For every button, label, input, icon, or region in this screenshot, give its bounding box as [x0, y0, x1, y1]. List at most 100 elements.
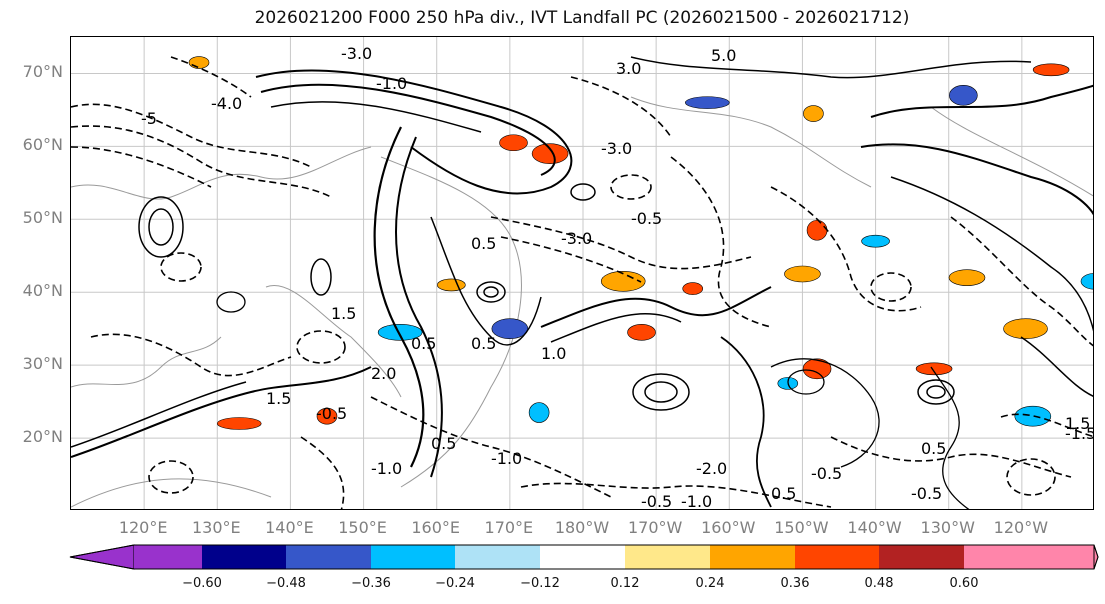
shading-blob: [1032, 63, 1070, 77]
shading-blob: [528, 402, 550, 423]
colorbar-tick-label: −0.24: [435, 576, 475, 591]
shading-blob: [915, 362, 953, 376]
lon-label: 160°W: [701, 518, 756, 537]
contour-label: -0.5: [631, 209, 662, 228]
dashed-contour: [500, 236, 642, 283]
divergence-shading: [188, 56, 1093, 430]
shading-blob: [802, 358, 832, 380]
dashed-contour: [90, 333, 292, 377]
lon-label: 120°W: [993, 518, 1049, 537]
lon-label: 140°E: [265, 518, 314, 537]
lat-label: 60°N: [22, 135, 63, 155]
lat-label: 50°N: [22, 208, 63, 228]
colorbar-segment: [625, 545, 710, 569]
contour-label: 1.5: [1065, 414, 1090, 433]
shading-blob: [806, 219, 828, 241]
contour-label: -3.0: [341, 44, 372, 63]
lon-label: 150°E: [338, 518, 387, 537]
colorbar: [69, 544, 1099, 570]
dashed-contour: [520, 482, 832, 508]
contour-label: 2.0: [371, 364, 396, 383]
solid-contour: [395, 136, 443, 478]
colorbar-segment: [202, 545, 286, 569]
colorbar-extend-min: [69, 544, 135, 570]
shading-blob: [188, 56, 210, 69]
lon-label: 170°W: [627, 518, 683, 537]
contour-label: -0.5: [316, 404, 347, 423]
dashed-contour: [830, 436, 1072, 478]
contour-label: -1.0: [491, 449, 522, 468]
contour-label: -3.0: [601, 139, 632, 158]
lat-label: 70°N: [22, 62, 63, 82]
map-panel: 5.0 -3.0 -1.0 3.0 -4.0 -5 -3.0 -0.5 2.0 1.5 -0.5 1.…: [70, 36, 1094, 510]
contour-label: -0.5: [641, 492, 672, 510]
solid-contour: [310, 258, 332, 296]
contour-label: 0.5: [411, 334, 436, 353]
dashed-contour: [950, 216, 1093, 347]
contour-label: -0.5: [911, 484, 942, 503]
shading-blob: [377, 324, 423, 341]
solid-contour: [270, 101, 482, 133]
map-canvas: 5.0-3.0-1.03.0-4.0-5-3.0-0.52.01.5-0.51.…: [71, 37, 1094, 510]
shading-blob: [861, 234, 890, 248]
shading-blob: [1080, 273, 1093, 290]
shading-blob: [685, 96, 730, 109]
colorbar-tick-label: 0.48: [864, 576, 894, 591]
colorbar-frame: [69, 544, 1099, 570]
lat-label: 40°N: [22, 281, 63, 301]
shading-blob: [1003, 318, 1048, 339]
lon-label: 130°W: [920, 518, 975, 537]
colorbar-tick-label: 0.12: [610, 576, 640, 591]
solid-contour: [720, 336, 772, 508]
shading-blob: [216, 417, 262, 430]
contour-label: 1.5: [266, 389, 291, 408]
solid-contour: [148, 208, 174, 246]
colorbar-tick-label: 0.24: [695, 576, 725, 591]
dashed-contour: [570, 76, 672, 138]
colorbar-segment: [286, 545, 371, 569]
colorbar-segment: [134, 545, 202, 569]
colorbar-tick-label: 0.60: [949, 576, 979, 591]
colorbar-tick-label: −0.36: [351, 576, 391, 591]
contour-label: 5.0: [711, 46, 736, 65]
chart-title: 2026021200 F000 250 hPa div., IVT Landfa…: [254, 8, 910, 28]
contour-label: -3.0: [561, 229, 592, 248]
solid-contour: [255, 69, 573, 195]
shading-blob: [803, 105, 824, 122]
colorbar-tick-label: −0.48: [266, 576, 306, 591]
solid-contour: [216, 291, 246, 313]
solid-contour: [483, 286, 499, 298]
contour-label: -1.0: [371, 459, 402, 478]
dashed-contour: [490, 216, 752, 270]
dashed-contour: [1000, 413, 1093, 438]
solid-contour: [570, 183, 596, 201]
contour-lines: [71, 56, 1093, 509]
colorbar-segment: [540, 545, 625, 569]
solid-contour: [138, 196, 184, 258]
solid-contour: [644, 381, 678, 403]
coastlines: [71, 96, 1093, 508]
lon-label: 170°E: [484, 518, 534, 537]
lon-label: 130°E: [191, 518, 241, 537]
dashed-contour: [160, 252, 202, 282]
shading-blob: [316, 407, 338, 425]
shading-blob: [437, 278, 466, 292]
solid-contour: [787, 369, 825, 395]
solid-contour: [926, 385, 946, 399]
solid-contour: [630, 56, 1032, 79]
dashed-contour: [610, 174, 652, 200]
contour-label: -5: [141, 109, 157, 128]
solid-contour: [870, 84, 1093, 118]
contour-label: 1.5: [331, 304, 356, 323]
contour-label: -1.5: [1065, 424, 1094, 443]
solid-contour: [860, 143, 1093, 216]
solid-contour: [430, 216, 542, 346]
solid-contour: [917, 379, 955, 405]
contour-label: 0.5: [471, 334, 496, 353]
shading-blob: [948, 269, 986, 286]
dashed-contour: [170, 56, 252, 98]
colorbar-segment: [455, 545, 540, 569]
lon-label: 140°W: [847, 518, 902, 537]
dashed-contour: [1006, 458, 1056, 496]
lat-label: 20°N: [22, 427, 63, 447]
